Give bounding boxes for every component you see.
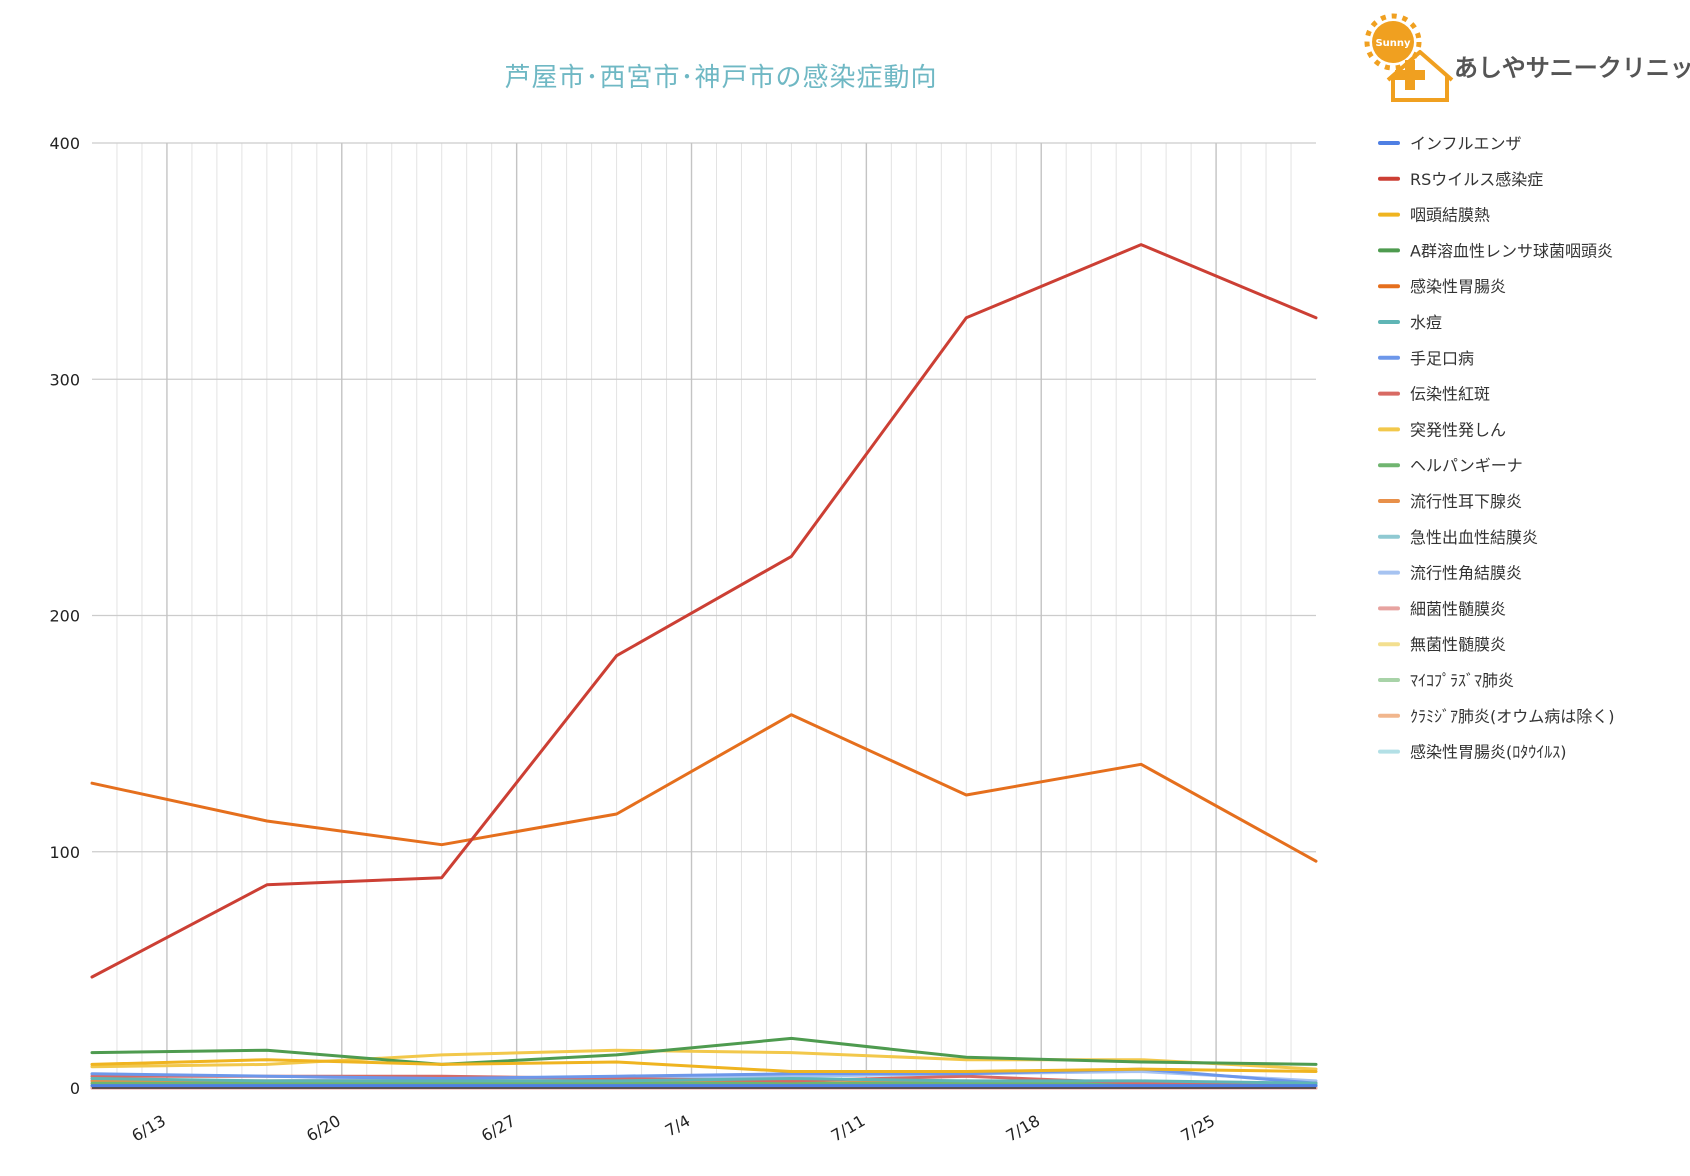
legend-item[interactable]: 伝染性紅斑 xyxy=(1378,385,1490,404)
legend-label: 流行性耳下腺炎 xyxy=(1410,492,1522,511)
legend-label: ﾏｲｺﾌﾟﾗｽﾞﾏ肺炎 xyxy=(1410,671,1514,690)
legend-label: ヘルパンギーナ xyxy=(1410,456,1523,475)
x-tick-label: 6/27 xyxy=(478,1111,519,1145)
x-tick-label: 7/4 xyxy=(662,1111,694,1140)
x-axis-ticks: 6/13 6/20 6/27 7/4 7/11 7/18 7/25 xyxy=(128,1111,1218,1145)
series-line xyxy=(90,243,1318,979)
x-tick-label: 7/18 xyxy=(1003,1111,1044,1145)
legend-item[interactable]: 無菌性髄膜炎 xyxy=(1378,635,1506,654)
legend-label: RSウイルス感染症 xyxy=(1410,170,1543,189)
legend-item[interactable]: ｸﾗﾐｼﾞｱ肺炎(オウム病は除く) xyxy=(1378,707,1615,726)
series-line xyxy=(90,1036,1318,1066)
series-line xyxy=(90,1058,1318,1073)
legend-label: 無菌性髄膜炎 xyxy=(1410,635,1506,654)
house-icon xyxy=(1386,50,1454,102)
legend-label: 咽頭結膜熱 xyxy=(1410,206,1490,225)
series-line xyxy=(90,1048,1318,1071)
x-tick-label: 7/25 xyxy=(1177,1111,1218,1145)
legend-item[interactable]: 突発性発しん xyxy=(1378,420,1506,439)
legend-label: ｸﾗﾐｼﾞｱ肺炎(オウム病は除く) xyxy=(1410,707,1615,726)
x-tick-label: 6/13 xyxy=(128,1111,169,1145)
logo-badge: Sunny xyxy=(1375,38,1411,49)
series-line xyxy=(90,713,1318,863)
major-gridlines xyxy=(92,142,1316,1089)
y-tick-label: 200 xyxy=(49,607,80,626)
y-axis-ticks: 0 100 200 300 400 xyxy=(49,134,80,1098)
chart-title: 芦屋市･西宮市･神戸市の感染症動向 xyxy=(504,63,937,93)
y-tick-label: 100 xyxy=(49,843,80,862)
legend-item[interactable]: 流行性角結膜炎 xyxy=(1378,564,1522,583)
legend-item[interactable]: A群溶血性レンサ球菌咽頭炎 xyxy=(1378,241,1613,260)
legend-item[interactable]: 手足口病 xyxy=(1378,349,1474,368)
legend-label: 手足口病 xyxy=(1410,349,1474,368)
series-line xyxy=(90,1077,1318,1085)
legend-label: 急性出血性結膜炎 xyxy=(1410,528,1538,547)
legend-item[interactable]: 感染性胃腸炎 xyxy=(1378,277,1506,296)
legend-label: 感染性胃腸炎 xyxy=(1410,277,1506,296)
legend-label: 水痘 xyxy=(1410,313,1442,332)
logo-name: あしやサニークリニック xyxy=(1454,54,1690,82)
y-tick-label: 300 xyxy=(49,370,80,389)
legend-item[interactable]: インフルエンザ xyxy=(1378,134,1522,153)
y-tick-label: 400 xyxy=(49,134,80,153)
legend-label: 突発性発しん xyxy=(1410,420,1506,439)
x-tick-label: 6/20 xyxy=(303,1111,344,1145)
legend-item[interactable]: 咽頭結膜熱 xyxy=(1378,206,1490,225)
x-tick-label: 7/11 xyxy=(828,1111,869,1145)
sun-icon: Sunny xyxy=(1364,13,1422,71)
legend-item[interactable]: ヘルパンギーナ xyxy=(1378,456,1523,475)
series-lines xyxy=(90,243,1318,1090)
clinic-logo[interactable]: Sunny あしやサニークリニック xyxy=(1364,13,1690,102)
legend-label: 伝染性紅斑 xyxy=(1410,385,1490,404)
legend-item[interactable]: 水痘 xyxy=(1378,313,1442,332)
legend-item[interactable]: 細菌性髄膜炎 xyxy=(1378,599,1506,618)
legend-item[interactable]: 感染性胃腸炎(ﾛﾀｳｲﾙｽ) xyxy=(1378,743,1567,762)
legend-item[interactable]: ﾏｲｺﾌﾟﾗｽﾞﾏ肺炎 xyxy=(1378,671,1514,690)
legend-label: 細菌性髄膜炎 xyxy=(1410,599,1506,618)
legend-label: 流行性角結膜炎 xyxy=(1410,564,1522,583)
legend-label: 感染性胃腸炎(ﾛﾀｳｲﾙｽ) xyxy=(1410,743,1567,762)
legend-item[interactable]: RSウイルス感染症 xyxy=(1378,170,1543,189)
legend-item[interactable]: 流行性耳下腺炎 xyxy=(1378,492,1522,511)
legend-label: インフルエンザ xyxy=(1410,134,1522,153)
legend-item[interactable]: 急性出血性結膜炎 xyxy=(1378,528,1538,547)
legend-label: A群溶血性レンサ球菌咽頭炎 xyxy=(1410,241,1613,260)
y-tick-label: 0 xyxy=(70,1079,80,1098)
